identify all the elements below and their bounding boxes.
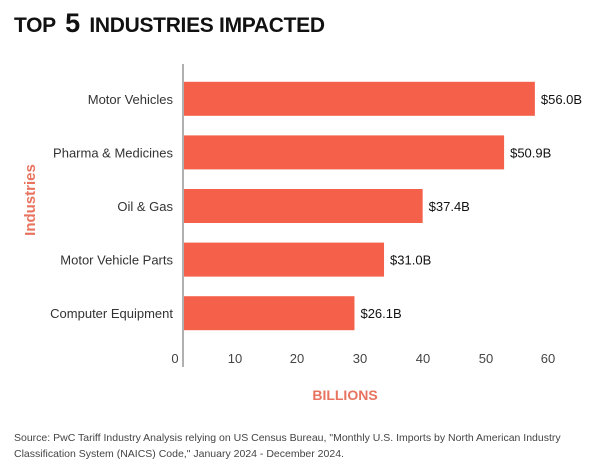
- title-suffix: INDUSTRIES IMPACTED: [89, 14, 325, 37]
- data-label: $56.0B: [541, 92, 582, 107]
- x-tick-label: 50: [479, 351, 493, 366]
- category-label: Pharma & Medicines: [53, 145, 173, 160]
- x-tick-label: 10: [228, 351, 242, 366]
- data-label: $31.0B: [390, 253, 431, 268]
- chart-title: TOP 5 INDUSTRIES IMPACTED: [14, 8, 325, 39]
- x-tick-label: 20: [290, 351, 304, 366]
- x-tick-label: 30: [353, 351, 367, 366]
- source-note: Source: PwC Tariff Industry Analysis rel…: [14, 432, 561, 460]
- bar: [183, 189, 423, 223]
- category-label: Computer Equipment: [50, 306, 173, 321]
- category-label: Motor Vehicles: [88, 92, 174, 107]
- bar: [183, 296, 355, 331]
- bar-chart: Motor Vehicles $56.0B Pharma & Medicines $5…: [22, 64, 582, 403]
- title-number: 5: [65, 8, 80, 38]
- data-label: $26.1B: [360, 306, 401, 321]
- x-tick-label: 0: [171, 351, 178, 366]
- title-prefix: TOP: [14, 14, 56, 37]
- bar: [183, 242, 385, 277]
- category-label: Motor Vehicle Parts: [60, 253, 173, 268]
- bar: [183, 135, 505, 170]
- data-label: $50.9B: [510, 145, 551, 160]
- bar: [183, 81, 535, 116]
- x-tick-label: 40: [416, 351, 430, 366]
- x-axis-label: BILLIONS: [312, 387, 377, 403]
- category-label: Oil & Gas: [117, 199, 173, 214]
- y-axis-label: Industries: [22, 164, 39, 236]
- data-label: $37.4B: [429, 199, 470, 214]
- x-tick-label: 60: [541, 351, 555, 366]
